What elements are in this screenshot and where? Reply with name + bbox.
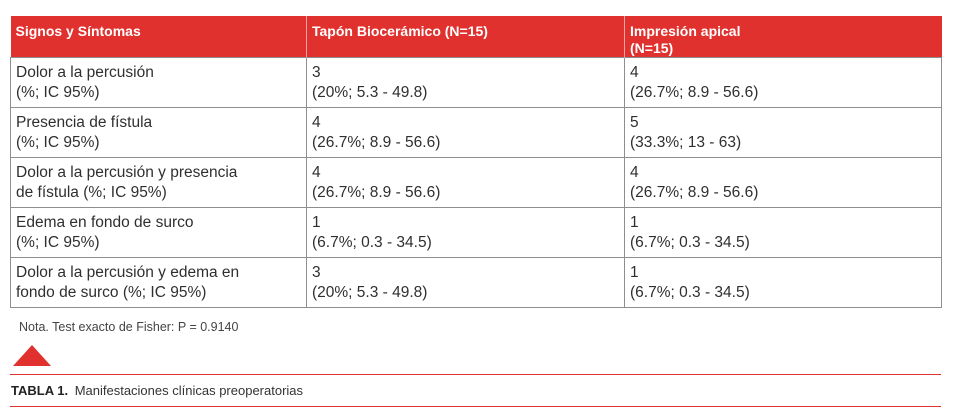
header-apical-line-2: (N=15): [630, 40, 674, 56]
signs-cell-line: Edema en fondo de surco: [16, 214, 194, 231]
apical-cell-line: (6.7%; 0.3 - 34.5): [630, 234, 750, 251]
table-row: Dolor a la percusión y presencia de fístu…: [10, 157, 942, 208]
signs-cell: Edema en fondo de surco (%; IC 95%): [10, 207, 307, 258]
table-row: Presencia de fístula (%; IC 95%) 4 (26.7%; …: [10, 107, 942, 158]
apical-cell: 4 (26.7%; 8.9 - 56.6): [624, 157, 942, 208]
apical-cell: 4 (26.7%; 8.9 - 56.6): [624, 57, 942, 108]
bioceramic-cell-line: (26.7%; 8.9 - 56.6): [312, 184, 441, 201]
bioceramic-cell-line: 3: [312, 64, 321, 81]
signs-cell: Dolor a la percusión y edema en fondo de …: [10, 257, 307, 308]
header-apical-impression: Impresión apical (N=15): [624, 16, 942, 58]
signs-cell-line: (%; IC 95%): [16, 234, 100, 251]
signs-cell-line: Presencia de fístula: [16, 114, 153, 131]
bioceramic-cell: 4 (26.7%; 8.9 - 56.6): [306, 107, 625, 158]
bioceramic-cell-line: (6.7%; 0.3 - 34.5): [312, 234, 432, 251]
apical-cell: 1 (6.7%; 0.3 - 34.5): [624, 207, 942, 258]
signs-cell-line: Dolor a la percusión: [16, 64, 154, 81]
table-row: Dolor a la percusión (%; IC 95%) 3 (20%; 5.…: [10, 57, 942, 108]
bioceramic-cell-line: (20%; 5.3 - 49.8): [312, 84, 428, 101]
signs-cell-line: (%; IC 95%): [16, 134, 100, 151]
apical-cell-line: (26.7%; 8.9 - 56.6): [630, 84, 759, 101]
triangle-marker-icon: [13, 345, 51, 366]
header-apical-line-1: Impresión apical: [630, 23, 741, 39]
apical-cell-line: 1: [630, 264, 639, 281]
table-caption: TABLA 1. Manifestaciones clínicas preope…: [11, 383, 303, 398]
bioceramic-cell: 4 (26.7%; 8.9 - 56.6): [306, 157, 625, 208]
table-row: Dolor a la percusión y edema en fondo de …: [10, 257, 942, 308]
signs-cell: Presencia de fístula (%; IC 95%): [10, 107, 307, 158]
table-note: Nota. Test exacto de Fisher: P = 0.9140: [19, 320, 239, 334]
apical-cell: 1 (6.7%; 0.3 - 34.5): [624, 257, 942, 308]
caption-top-rule: [10, 374, 941, 375]
bioceramic-cell: 3 (20%; 5.3 - 49.8): [306, 57, 625, 108]
header-signs: Signos y Síntomas: [10, 16, 307, 58]
signs-cell: Dolor a la percusión (%; IC 95%): [10, 57, 307, 108]
apical-cell-line: 1: [630, 214, 639, 231]
clinical-manifestations-table: Signos y Síntomas Tapón Biocerámico (N=1…: [10, 16, 942, 308]
bioceramic-cell: 1 (6.7%; 0.3 - 34.5): [306, 207, 625, 258]
caption-bottom-rule: [10, 406, 941, 407]
apical-cell: 5 (33.3%; 13 - 63): [624, 107, 942, 158]
bioceramic-cell-line: 1: [312, 214, 321, 231]
bioceramic-cell-line: (20%; 5.3 - 49.8): [312, 284, 428, 301]
apical-cell-line: 5: [630, 114, 639, 131]
table-row: Edema en fondo de surco (%; IC 95%) 1 (6.7%…: [10, 207, 942, 258]
signs-cell: Dolor a la percusión y presencia de fístu…: [10, 157, 307, 208]
signs-cell-line: de fístula (%; IC 95%): [16, 184, 167, 201]
bioceramic-cell-line: (26.7%; 8.9 - 56.6): [312, 134, 441, 151]
apical-cell-line: 4: [630, 64, 639, 81]
signs-cell-line: (%; IC 95%): [16, 84, 100, 101]
signs-cell-line: Dolor a la percusión y edema en: [16, 264, 240, 281]
bioceramic-cell-line: 3: [312, 264, 321, 281]
apical-cell-line: (26.7%; 8.9 - 56.6): [630, 184, 759, 201]
caption-label: TABLA 1.: [11, 383, 69, 398]
bioceramic-cell-line: 4: [312, 114, 321, 131]
apical-cell-line: (33.3%; 13 - 63): [630, 134, 742, 151]
header-bioceramic-plug: Tapón Biocerámico (N=15): [306, 16, 625, 58]
apical-cell-line: (6.7%; 0.3 - 34.5): [630, 284, 750, 301]
caption-text: Manifestaciones clínicas preoperatorias: [74, 383, 304, 398]
bioceramic-cell-line: 4: [312, 164, 321, 181]
apical-cell-line: 4: [630, 164, 639, 181]
signs-cell-line: Dolor a la percusión y presencia: [16, 164, 238, 181]
bioceramic-cell: 3 (20%; 5.3 - 49.8): [306, 257, 625, 308]
signs-cell-line: fondo de surco (%; IC 95%): [16, 284, 207, 301]
table-header-row: Signos y Síntomas Tapón Biocerámico (N=1…: [10, 16, 942, 58]
